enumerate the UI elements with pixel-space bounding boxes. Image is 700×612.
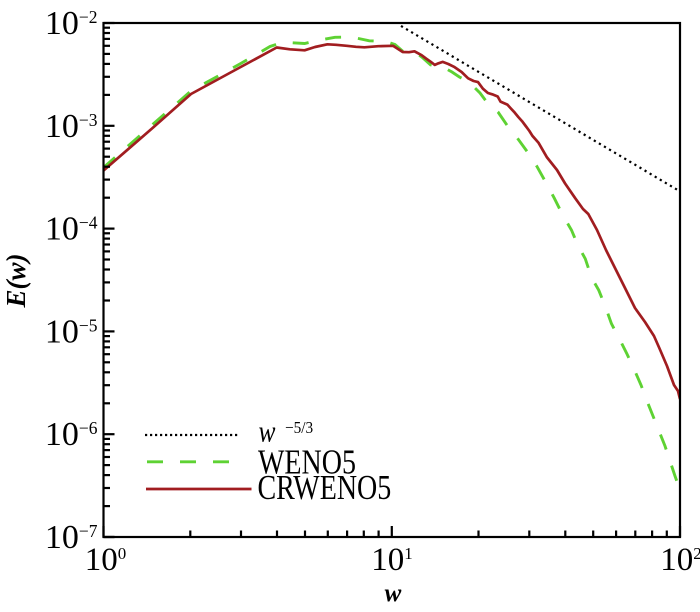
svg-text:102: 102 <box>660 542 700 578</box>
svg-text:CRWENO5: CRWENO5 <box>258 468 392 507</box>
svg-text:10−2: 10−2 <box>45 5 98 42</box>
svg-text:100: 100 <box>85 542 127 578</box>
svg-text:−5/3: −5/3 <box>285 419 313 437</box>
svg-text:10−3: 10−3 <box>45 108 98 145</box>
svg-text:10−6: 10−6 <box>45 416 98 453</box>
svg-text:10−5: 10−5 <box>45 313 98 350</box>
svg-text:10−7: 10−7 <box>45 519 98 556</box>
svg-text:E(w): E(w) <box>1 254 31 309</box>
svg-text:101: 101 <box>371 542 413 578</box>
svg-text:WENO5: WENO5 <box>258 443 356 482</box>
svg-text:w: w <box>259 415 276 449</box>
svg-text:w: w <box>385 580 402 607</box>
svg-text:10−4: 10−4 <box>45 211 98 248</box>
